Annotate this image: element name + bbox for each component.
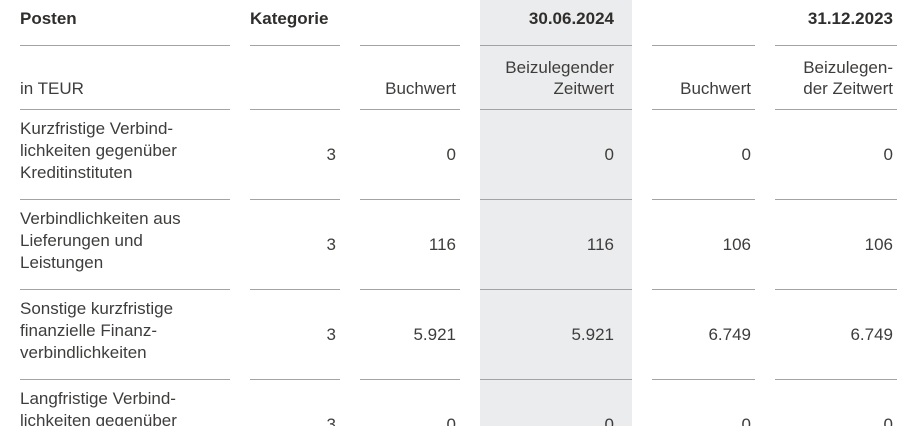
row-value-zeitwert-prior: 0 (775, 380, 897, 426)
row-value-buchwert-current: 0 (360, 380, 460, 426)
row-value-buchwert-prior: 0 (652, 380, 755, 426)
row-kategorie: 3 (250, 200, 340, 290)
table-row: Verbindlichkeiten aus Lieferungen und Le… (20, 200, 897, 290)
row-kategorie: 3 (250, 110, 340, 200)
row-value-zeitwert-current: 116 (480, 200, 632, 290)
row-kategorie: 3 (250, 380, 340, 426)
header-empty-cell (652, 0, 755, 46)
table-row: Kurzfristige Verbind- lichkeiten gegenüb… (20, 110, 897, 200)
header-date-current: 30.06.2024 (480, 0, 632, 46)
header-buchwert-prior: Buchwert (652, 46, 755, 110)
header-zeitwert-prior: Beizulegen- der Zeitwert (775, 46, 897, 110)
table-row: Langfristige Verbind- lichkeiten gegenüb… (20, 380, 897, 426)
header-posten: Posten (20, 0, 230, 46)
row-value-buchwert-prior: 0 (652, 110, 755, 200)
header-zeitwert-current: Beizulegender Zeitwert (480, 46, 632, 110)
row-kategorie: 3 (250, 290, 340, 380)
header-kategorie: Kategorie (250, 0, 340, 46)
row-value-zeitwert-current: 0 (480, 380, 632, 426)
row-label: Langfristige Verbind- lichkeiten gegenüb… (20, 380, 230, 426)
row-value-buchwert-prior: 106 (652, 200, 755, 290)
row-value-zeitwert-prior: 106 (775, 200, 897, 290)
header-row-periods: Posten Kategorie 30.06.2024 31.12.2023 (20, 0, 897, 46)
header-empty-cell (360, 0, 460, 46)
header-buchwert-current: Buchwert (360, 46, 460, 110)
table-row: Sonstige kurzfristige finanzielle Finanz… (20, 290, 897, 380)
row-label: Kurzfristige Verbind- lichkeiten gegenüb… (20, 110, 230, 200)
row-value-zeitwert-current: 0 (480, 110, 632, 200)
row-label: Sonstige kurzfristige finanzielle Finanz… (20, 290, 230, 380)
row-value-buchwert-current: 5.921 (360, 290, 460, 380)
header-unit: in TEUR (20, 46, 230, 110)
row-value-zeitwert-prior: 6.749 (775, 290, 897, 380)
row-label: Verbindlichkeiten aus Lieferungen und Le… (20, 200, 230, 290)
header-row-measures: in TEUR Buchwert Beizulegender Zeitwert … (20, 46, 897, 110)
row-value-buchwert-current: 116 (360, 200, 460, 290)
header-date-prior: 31.12.2023 (775, 0, 897, 46)
row-value-zeitwert-prior: 0 (775, 110, 897, 200)
row-value-buchwert-prior: 6.749 (652, 290, 755, 380)
header-empty-cell (250, 46, 340, 110)
row-value-zeitwert-current: 5.921 (480, 290, 632, 380)
row-value-buchwert-current: 0 (360, 110, 460, 200)
